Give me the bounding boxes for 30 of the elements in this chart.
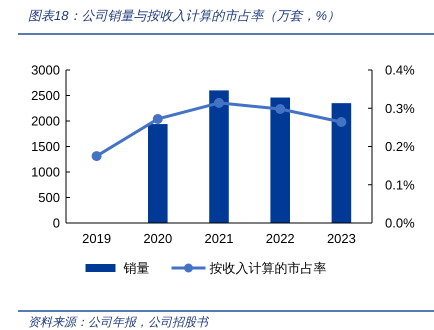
- point: [152, 114, 163, 124]
- point: [275, 104, 286, 114]
- y2-tick-label: 0.4%: [385, 62, 416, 78]
- y-tick-label: 0: [52, 216, 60, 231]
- y2-tick-label: 0.2%: [385, 139, 416, 154]
- y2-tick-label: 0.1%: [385, 177, 416, 192]
- bar: [332, 103, 352, 223]
- x-tick-label: 2020: [143, 231, 172, 246]
- x-tick-label: 2022: [266, 231, 295, 246]
- y-tick-label: 3000: [31, 62, 60, 78]
- x-tick-label: 2019: [82, 231, 112, 246]
- legend-label: 销量: [122, 260, 150, 276]
- y-tick-label: 1500: [31, 139, 60, 154]
- x-tick-label: 2021: [204, 231, 234, 246]
- bar: [209, 90, 229, 223]
- point: [92, 151, 102, 162]
- point: [214, 98, 224, 108]
- bar: [270, 98, 290, 223]
- x-tick-label: 2023: [326, 231, 356, 246]
- y-tick-label: 2500: [31, 88, 60, 104]
- y-tick-label: 1000: [31, 164, 60, 180]
- legend-label: 按收入计算的市占率: [210, 260, 326, 276]
- bar: [148, 124, 168, 223]
- y2-tick-label: 0.3%: [385, 100, 416, 116]
- text: 资料来源：公司年报，公司招股书: [28, 315, 210, 329]
- y2-tick-label: 0.0%: [385, 216, 416, 231]
- point: [336, 117, 346, 128]
- y-tick-label: 500: [38, 190, 60, 206]
- y-tick-label: 2000: [31, 114, 60, 129]
- chart-title: 图表18：公司销量与按收入计算的市占率（万套，%）: [28, 8, 340, 23]
